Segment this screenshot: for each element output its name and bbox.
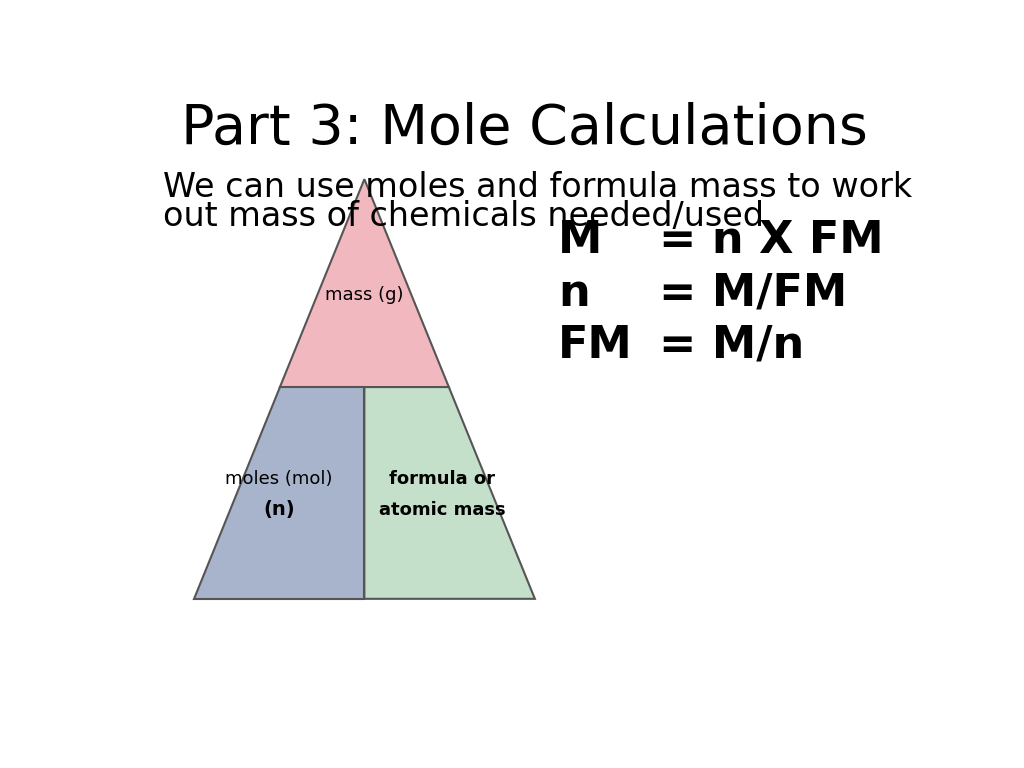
Polygon shape xyxy=(280,179,449,387)
Text: n: n xyxy=(558,272,590,315)
Polygon shape xyxy=(194,387,365,599)
Text: out mass of chemicals needed/used: out mass of chemicals needed/used xyxy=(163,200,764,233)
Text: formula or: formula or xyxy=(389,470,495,488)
Text: Part 3: Mole Calculations: Part 3: Mole Calculations xyxy=(181,102,868,156)
Text: atomic mass: atomic mass xyxy=(379,501,505,519)
Text: FM: FM xyxy=(558,324,633,367)
Text: moles (mol): moles (mol) xyxy=(225,470,333,488)
Text: M: M xyxy=(558,220,602,262)
Text: = n X FM: = n X FM xyxy=(658,220,884,262)
Text: (n): (n) xyxy=(263,501,295,519)
Polygon shape xyxy=(365,387,535,599)
Text: = M/n: = M/n xyxy=(658,324,804,367)
Text: = M/FM: = M/FM xyxy=(658,272,847,315)
Text: We can use moles and formula mass to work: We can use moles and formula mass to wor… xyxy=(163,171,912,204)
Text: mass (g): mass (g) xyxy=(326,286,403,303)
